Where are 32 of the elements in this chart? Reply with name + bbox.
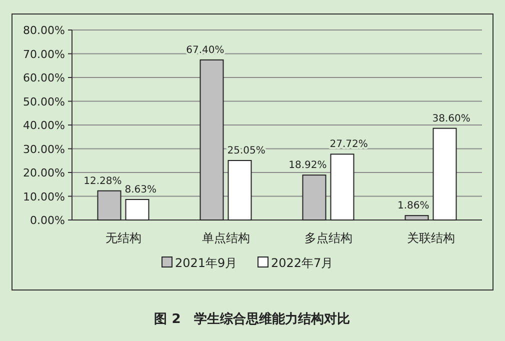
data-label: 12.28% [84,176,122,187]
x-tick-label: 单点结构 [202,231,250,245]
y-tick-label: 60.00% [23,72,65,84]
y-tick-label: 40.00% [23,119,65,132]
y-tick-label: 0.00% [30,214,65,227]
data-label: 25.05% [227,146,266,157]
data-label: 1.86% [397,200,430,212]
bar [404,215,429,220]
y-tick-label: 30.00% [23,142,65,156]
bar [125,199,150,220]
bar [330,154,354,220]
bar [228,160,252,220]
y-tick-label: 80.00% [23,24,65,37]
data-label: 18.92% [288,160,327,172]
legend-label: 2022年7月 [271,256,334,270]
y-tick-label: 70.00% [23,48,65,61]
bar [302,174,326,220]
data-label: 8.63% [124,184,157,196]
data-label: 38.60% [432,113,470,124]
x-tick-label: 多点结构 [304,231,352,245]
data-label: 67.40% [186,44,224,56]
data-label: 27.72% [330,139,368,150]
x-tick-label: 无结构 [105,231,142,245]
y-tick-label: 10.00% [23,190,65,204]
bar [200,59,224,220]
x-tick-label: 关联结构 [406,231,455,245]
y-tick-label: 20.00% [23,166,65,180]
bar [432,128,457,220]
bar [97,190,122,220]
text: 图 2 学生综合思维能力结构对比 [154,311,350,327]
legend-label: 2021年9月 [175,256,238,270]
y-tick-label: 50.00% [23,95,65,108]
